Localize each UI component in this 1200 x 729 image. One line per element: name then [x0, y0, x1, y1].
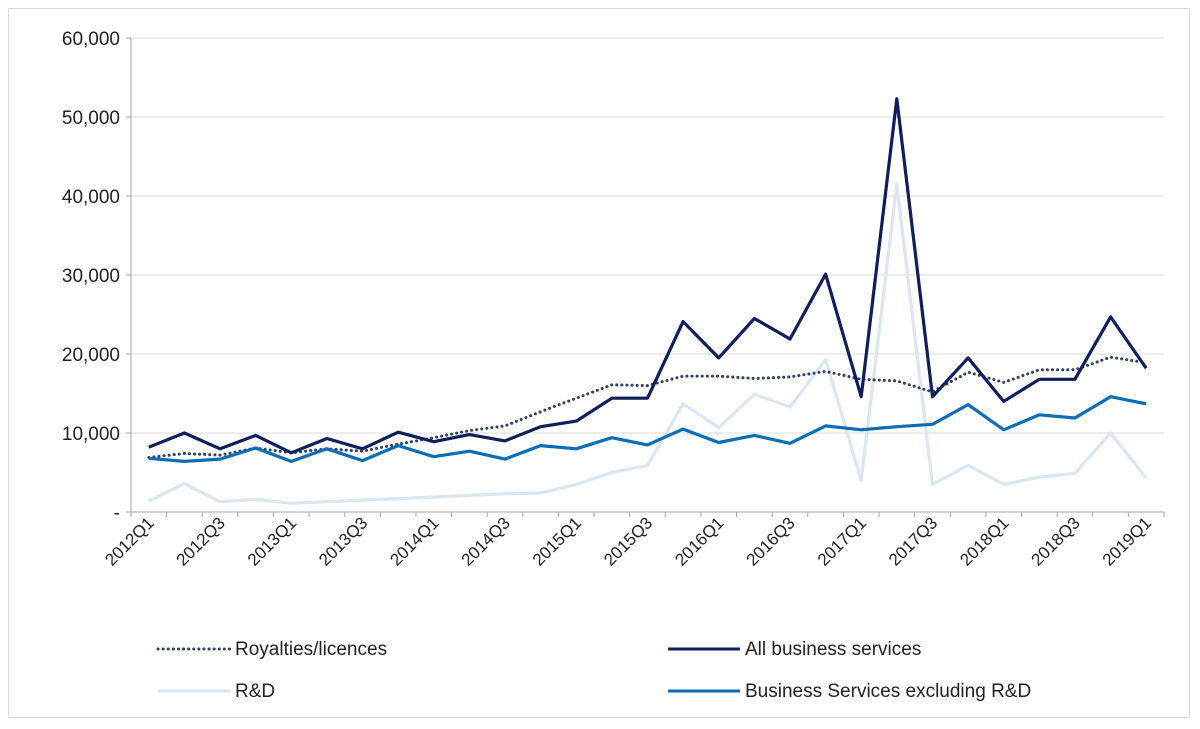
x-axis: 2012Q1 2012Q3 2013Q1 2013Q3 2014Q1 2014Q3 2015… — [101, 511, 1165, 570]
y-tick-label: - — [114, 503, 120, 524]
series-line-business-services-excluding-r-d — [148, 395, 1147, 463]
x-tick-label: 2012Q3 — [173, 513, 229, 569]
y-tick-label: 30,000 — [62, 266, 120, 287]
x-tick-label: 2017Q1 — [814, 513, 870, 569]
chart-frame — [8, 8, 1190, 718]
y-tick-label: 20,000 — [62, 345, 120, 366]
series-line-r-d — [148, 182, 1148, 505]
legend-label: All business services — [745, 639, 921, 660]
x-tick-label: 2017Q3 — [885, 513, 941, 569]
y-axis: - 10,000 20,000 30,000 40,000 50,000 60,000 — [62, 29, 132, 524]
y-tick-label: 10,000 — [62, 424, 120, 445]
x-tick-label: 2015Q1 — [529, 513, 585, 569]
x-tick-label: 2016Q3 — [743, 513, 799, 569]
series-line-all-business-services — [148, 97, 1148, 455]
y-tick-label: 50,000 — [62, 108, 120, 129]
x-tick-label: 2018Q3 — [1028, 513, 1084, 569]
x-tick-label: 2016Q1 — [671, 513, 727, 569]
x-tick-label: 2018Q1 — [956, 513, 1012, 569]
legend-label: Royalties/licences — [235, 639, 387, 660]
series-line-royalties-licences — [147, 355, 1148, 459]
series-lines — [147, 97, 1148, 505]
x-tick-label: 2013Q3 — [315, 513, 371, 569]
x-tick-label: 2013Q1 — [244, 513, 300, 569]
x-tick-label: 2014Q3 — [458, 513, 514, 569]
y-tick-label: 40,000 — [62, 187, 120, 208]
x-tick-label: 2014Q1 — [386, 513, 442, 569]
legend-label: R&D — [235, 681, 275, 702]
gridlines — [131, 37, 1164, 434]
legend: Royalties/licences All business services R… — [156, 639, 1031, 702]
x-tick-label: 2012Q1 — [101, 513, 157, 569]
y-tick-label: 60,000 — [62, 29, 120, 50]
x-tick-label: 2019Q1 — [1099, 513, 1155, 569]
legend-label: Business Services excluding R&D — [745, 681, 1031, 702]
x-tick-label: 2015Q3 — [600, 513, 656, 569]
